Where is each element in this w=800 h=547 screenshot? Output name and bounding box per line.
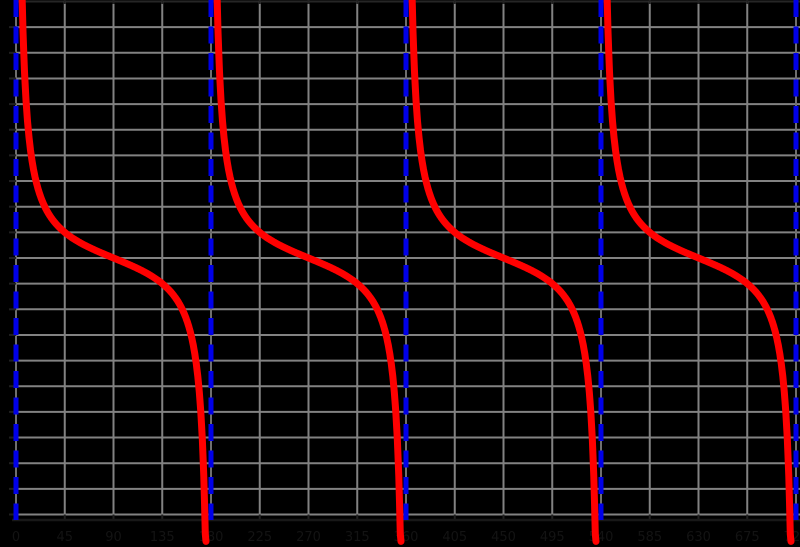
x-tick-label: 225 <box>247 530 272 545</box>
cotangent-curves <box>18 0 795 545</box>
x-tick-label: 270 <box>296 530 321 545</box>
x-tick-label: 0 <box>12 530 20 545</box>
x-tick-label: 630 <box>686 530 711 545</box>
x-axis-tick-labels: 0 45 90 135 180 225 270 315 360 405 450 495 540 585 63… <box>12 530 800 545</box>
x-tick-label: 495 <box>540 530 565 545</box>
x-tick-label: 450 <box>491 530 516 545</box>
x-tick-label: 315 <box>345 530 370 545</box>
asymptote-lines <box>13 0 799 520</box>
x-tick-label: 585 <box>637 530 662 545</box>
x-tick-label: 135 <box>150 530 175 545</box>
x-tick-label: 90 <box>105 530 122 545</box>
cot-curve-branch <box>603 0 795 545</box>
x-tick-label: 675 <box>735 530 760 545</box>
x-tick-label: 405 <box>442 530 467 545</box>
cot-curve-branch <box>408 0 600 545</box>
cot-curve-branch <box>18 0 210 545</box>
cot-curve-branch <box>213 0 405 545</box>
x-tick-label: 45 <box>56 530 73 545</box>
